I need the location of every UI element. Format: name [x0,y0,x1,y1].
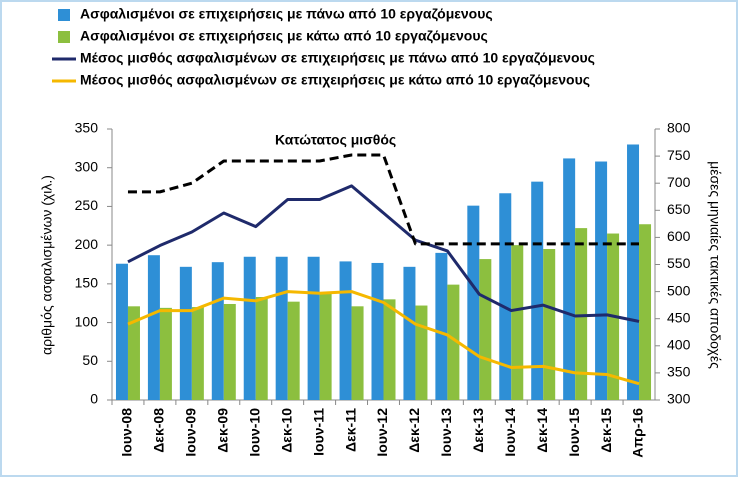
bar [467,205,480,400]
bar [275,256,288,400]
x-tick-label: Δεκ-10 [278,408,294,453]
bar [447,284,460,400]
y2-tick-label: 450 [667,309,691,325]
y-tick-label: 0 [90,391,98,407]
bar [627,144,640,400]
x-tick-label: Ιουν-15 [566,408,582,457]
bar [371,262,384,400]
x-tick-label: Ιουν-08 [119,408,135,457]
y2-axis-label: μέσες μηνιαίες τακτικές αποδοχές [707,161,723,369]
y-tick-label: 300 [75,158,99,174]
y2-tick-label: 700 [667,174,691,190]
bar [319,292,332,400]
bar [307,256,320,400]
y2-tick-label: 400 [667,337,691,353]
line [127,290,640,386]
y-tick-label: 50 [82,352,98,368]
y2-tick-label: 800 [667,120,691,136]
bar [499,193,512,400]
y-tick-label: 250 [75,197,99,213]
x-tick-label: Ιουν-13 [438,408,454,457]
bar [383,299,396,400]
x-tick-label: Δεκ-13 [470,408,486,453]
bar [147,255,160,400]
x-tick-label: Δεκ-09 [214,408,230,453]
x-tick-label: Ιουν-12 [374,408,390,457]
bar [595,161,608,400]
x-tick-label: Ιουν-11 [310,408,326,456]
bar [191,307,204,400]
y2-tick-label: 500 [667,282,691,298]
bar [403,266,416,400]
x-tick-label: Ιουν-09 [183,408,199,457]
x-tick-label: Ιουν-14 [502,408,518,457]
x-tick-label: Δεκ-12 [406,408,422,453]
bar [243,256,256,400]
x-tick-label: Απρ-16 [630,408,646,458]
y-tick-label: 150 [75,275,99,291]
bar [159,307,172,400]
bar [563,158,576,400]
bar [179,266,192,400]
bar [211,262,224,400]
y-tick-label: 200 [75,236,99,252]
bar [339,261,352,400]
annotation: Κατώτατος μισθός [275,132,396,148]
legend-label: Μέσος μισθός ασφαλισμένων σε επιχειρήσει… [80,72,590,88]
bar [479,259,492,400]
y2-tick-label: 750 [667,147,691,163]
bar [127,306,140,400]
line [127,184,640,323]
bar [531,181,544,400]
y2-tick-label: 550 [667,255,691,271]
legend-label: Ασφαλισμένοι σε επιχειρήσεις με κάτω από… [80,28,488,44]
x-tick-label: Δεκ-15 [598,408,614,453]
y2-tick-label: 350 [667,364,691,380]
x-tick-label: Ιουν-10 [246,408,262,457]
bar [351,306,364,400]
y-tick-label: 100 [75,313,99,329]
legend-label: Ασφαλισμένοι σε επιχειρήσεις με πάνω από… [80,6,493,22]
x-tick-label: Δεκ-11 [342,408,358,452]
y2-tick-label: 300 [667,391,691,407]
bar [287,301,300,400]
bar [435,252,448,400]
y-tick-label: 350 [75,120,99,136]
legend-swatch [58,31,70,43]
y-axis-label: αριθμός ασφαλισμένων (χιλ.) [39,175,55,355]
bar [255,297,268,400]
bar [223,303,236,400]
bar [639,224,652,400]
reference-line [127,153,640,246]
bar [415,305,428,400]
bar [115,263,128,400]
x-tick-label: Δεκ-08 [151,408,167,453]
y2-tick-label: 650 [667,201,691,217]
legend-label: Μέσος μισθός ασφαλισμένων σε επιχειρήσει… [80,50,595,66]
bar [543,249,556,400]
legend-swatch [58,9,70,21]
bar [575,228,588,400]
bar [511,245,524,400]
y2-tick-label: 600 [667,228,691,244]
x-tick-label: Δεκ-14 [534,408,550,453]
